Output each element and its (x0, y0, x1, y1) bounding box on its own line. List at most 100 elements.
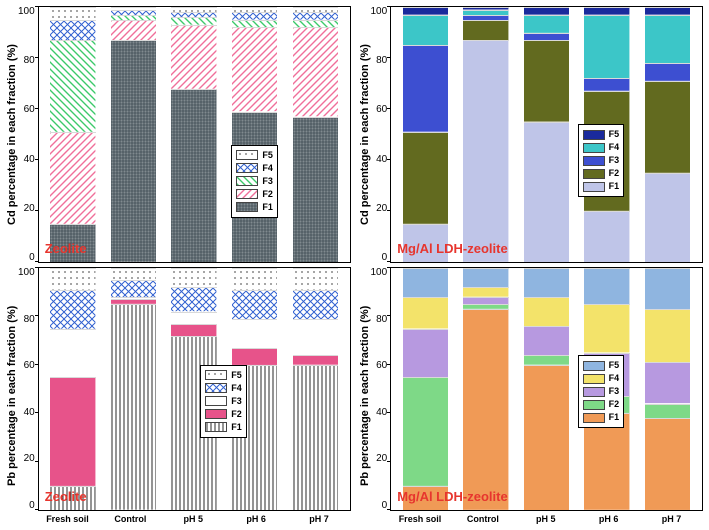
segment-F3 (232, 319, 277, 348)
bar-ph-5 (524, 268, 569, 510)
x-axis: Fresh soilControlpH 5pH 6pH 7 (36, 511, 351, 524)
x-tick-label: Control (107, 514, 154, 524)
bar-ph-5 (171, 268, 216, 510)
segment-F4 (50, 290, 95, 329)
segment-F1 (171, 89, 216, 262)
x-tick-label: pH 6 (233, 514, 280, 524)
x-tick-label: Control (459, 514, 506, 524)
bar-ph-6 (232, 7, 277, 262)
segment-F3 (584, 78, 629, 91)
segment-F3 (645, 63, 690, 81)
segment-F3 (293, 319, 338, 355)
x-tick-label: pH 6 (585, 514, 632, 524)
chart-area: Mg/Al LDH-zeoliteF5F4F3F2F1 (390, 6, 703, 263)
segment-F3 (171, 17, 216, 25)
segment-F2 (524, 40, 569, 122)
segment-F5 (232, 268, 277, 290)
segment-F3 (584, 353, 629, 397)
segment-F1 (403, 224, 448, 262)
segment-F5 (524, 268, 569, 297)
segment-F3 (171, 312, 216, 324)
segment-F1 (463, 40, 508, 262)
bar-ph-7 (293, 7, 338, 262)
bar-control (111, 7, 156, 262)
segment-F4 (584, 304, 629, 352)
segment-F5 (584, 268, 629, 304)
segment-F2 (232, 27, 277, 111)
segment-F4 (111, 10, 156, 15)
segment-F5 (463, 7, 508, 10)
segment-F1 (232, 365, 277, 510)
segment-F4 (171, 287, 216, 311)
segment-F4 (645, 15, 690, 63)
x-tick-label: pH 5 (170, 514, 217, 524)
y-axis-ticks: 100806040200 (371, 6, 391, 263)
x-tick-label: Fresh soil (396, 514, 443, 524)
segment-F3 (50, 40, 95, 132)
segment-F3 (463, 297, 508, 304)
x-tick-label: pH 5 (522, 514, 569, 524)
segment-F3 (111, 15, 156, 20)
segment-F3 (293, 20, 338, 28)
segment-F5 (463, 268, 508, 287)
panel-pb_right: Pb percentage in each fraction (%)100806… (359, 267, 704, 524)
segment-F3 (645, 362, 690, 403)
segment-F2 (584, 91, 629, 211)
y-axis-label: Pb percentage in each fraction (%) (359, 267, 371, 524)
segment-F4 (232, 290, 277, 319)
y-axis-label: Pb percentage in each fraction (%) (6, 267, 18, 524)
segment-F1 (645, 418, 690, 510)
y-axis-label: Cd percentage in each fraction (%) (359, 6, 371, 263)
bar-ph-6 (232, 268, 277, 510)
segment-F5 (232, 7, 277, 12)
segment-F4 (293, 12, 338, 20)
segment-F2 (50, 377, 95, 486)
segment-F4 (171, 12, 216, 17)
bar-ph-5 (171, 7, 216, 262)
y-axis-ticks: 100806040200 (371, 267, 391, 511)
segment-F1 (584, 211, 629, 262)
bar-control (463, 268, 508, 510)
segment-F1 (293, 365, 338, 510)
x-tick-label: pH 7 (648, 514, 695, 524)
segment-F4 (524, 15, 569, 33)
chart-area: Mg/Al LDH-zeoliteF5F4F3F2F1 (390, 267, 703, 511)
segment-F5 (645, 7, 690, 15)
segment-F1 (111, 40, 156, 262)
segment-F1 (50, 224, 95, 262)
segment-F5 (403, 7, 448, 15)
segment-F3 (524, 326, 569, 355)
bar-ph-6 (584, 7, 629, 262)
chart-area: ZeoliteF5F4F3F2F1 (38, 267, 351, 511)
segment-F1 (524, 365, 569, 510)
bar-control (463, 7, 508, 262)
segment-F4 (463, 287, 508, 297)
bar-ph-7 (645, 7, 690, 262)
segment-F4 (232, 12, 277, 20)
segment-F2 (584, 396, 629, 413)
segment-F4 (463, 10, 508, 15)
bar-ph-5 (524, 7, 569, 262)
panel-pb_left: Pb percentage in each fraction (%)100806… (6, 267, 351, 524)
segment-F2 (645, 404, 690, 419)
segment-F4 (403, 297, 448, 328)
segment-F4 (111, 280, 156, 297)
x-tick-label: Fresh soil (44, 514, 91, 524)
bar-ph-6 (584, 268, 629, 510)
segment-F1 (293, 117, 338, 262)
segment-F4 (293, 290, 338, 319)
segment-F4 (645, 309, 690, 362)
bar-fresh-soil (50, 7, 95, 262)
segment-F4 (584, 15, 629, 79)
y-axis-ticks: 100806040200 (18, 6, 38, 263)
segment-F3 (403, 45, 448, 132)
segment-F2 (403, 377, 448, 486)
segment-F1 (584, 413, 629, 510)
segment-F4 (50, 20, 95, 40)
panel-cd_right: Cd percentage in each fraction (%)100806… (359, 6, 704, 263)
segment-F3 (50, 329, 95, 377)
segment-F1 (50, 486, 95, 510)
segment-F2 (50, 132, 95, 224)
segment-F1 (463, 309, 508, 510)
segment-F2 (463, 304, 508, 309)
